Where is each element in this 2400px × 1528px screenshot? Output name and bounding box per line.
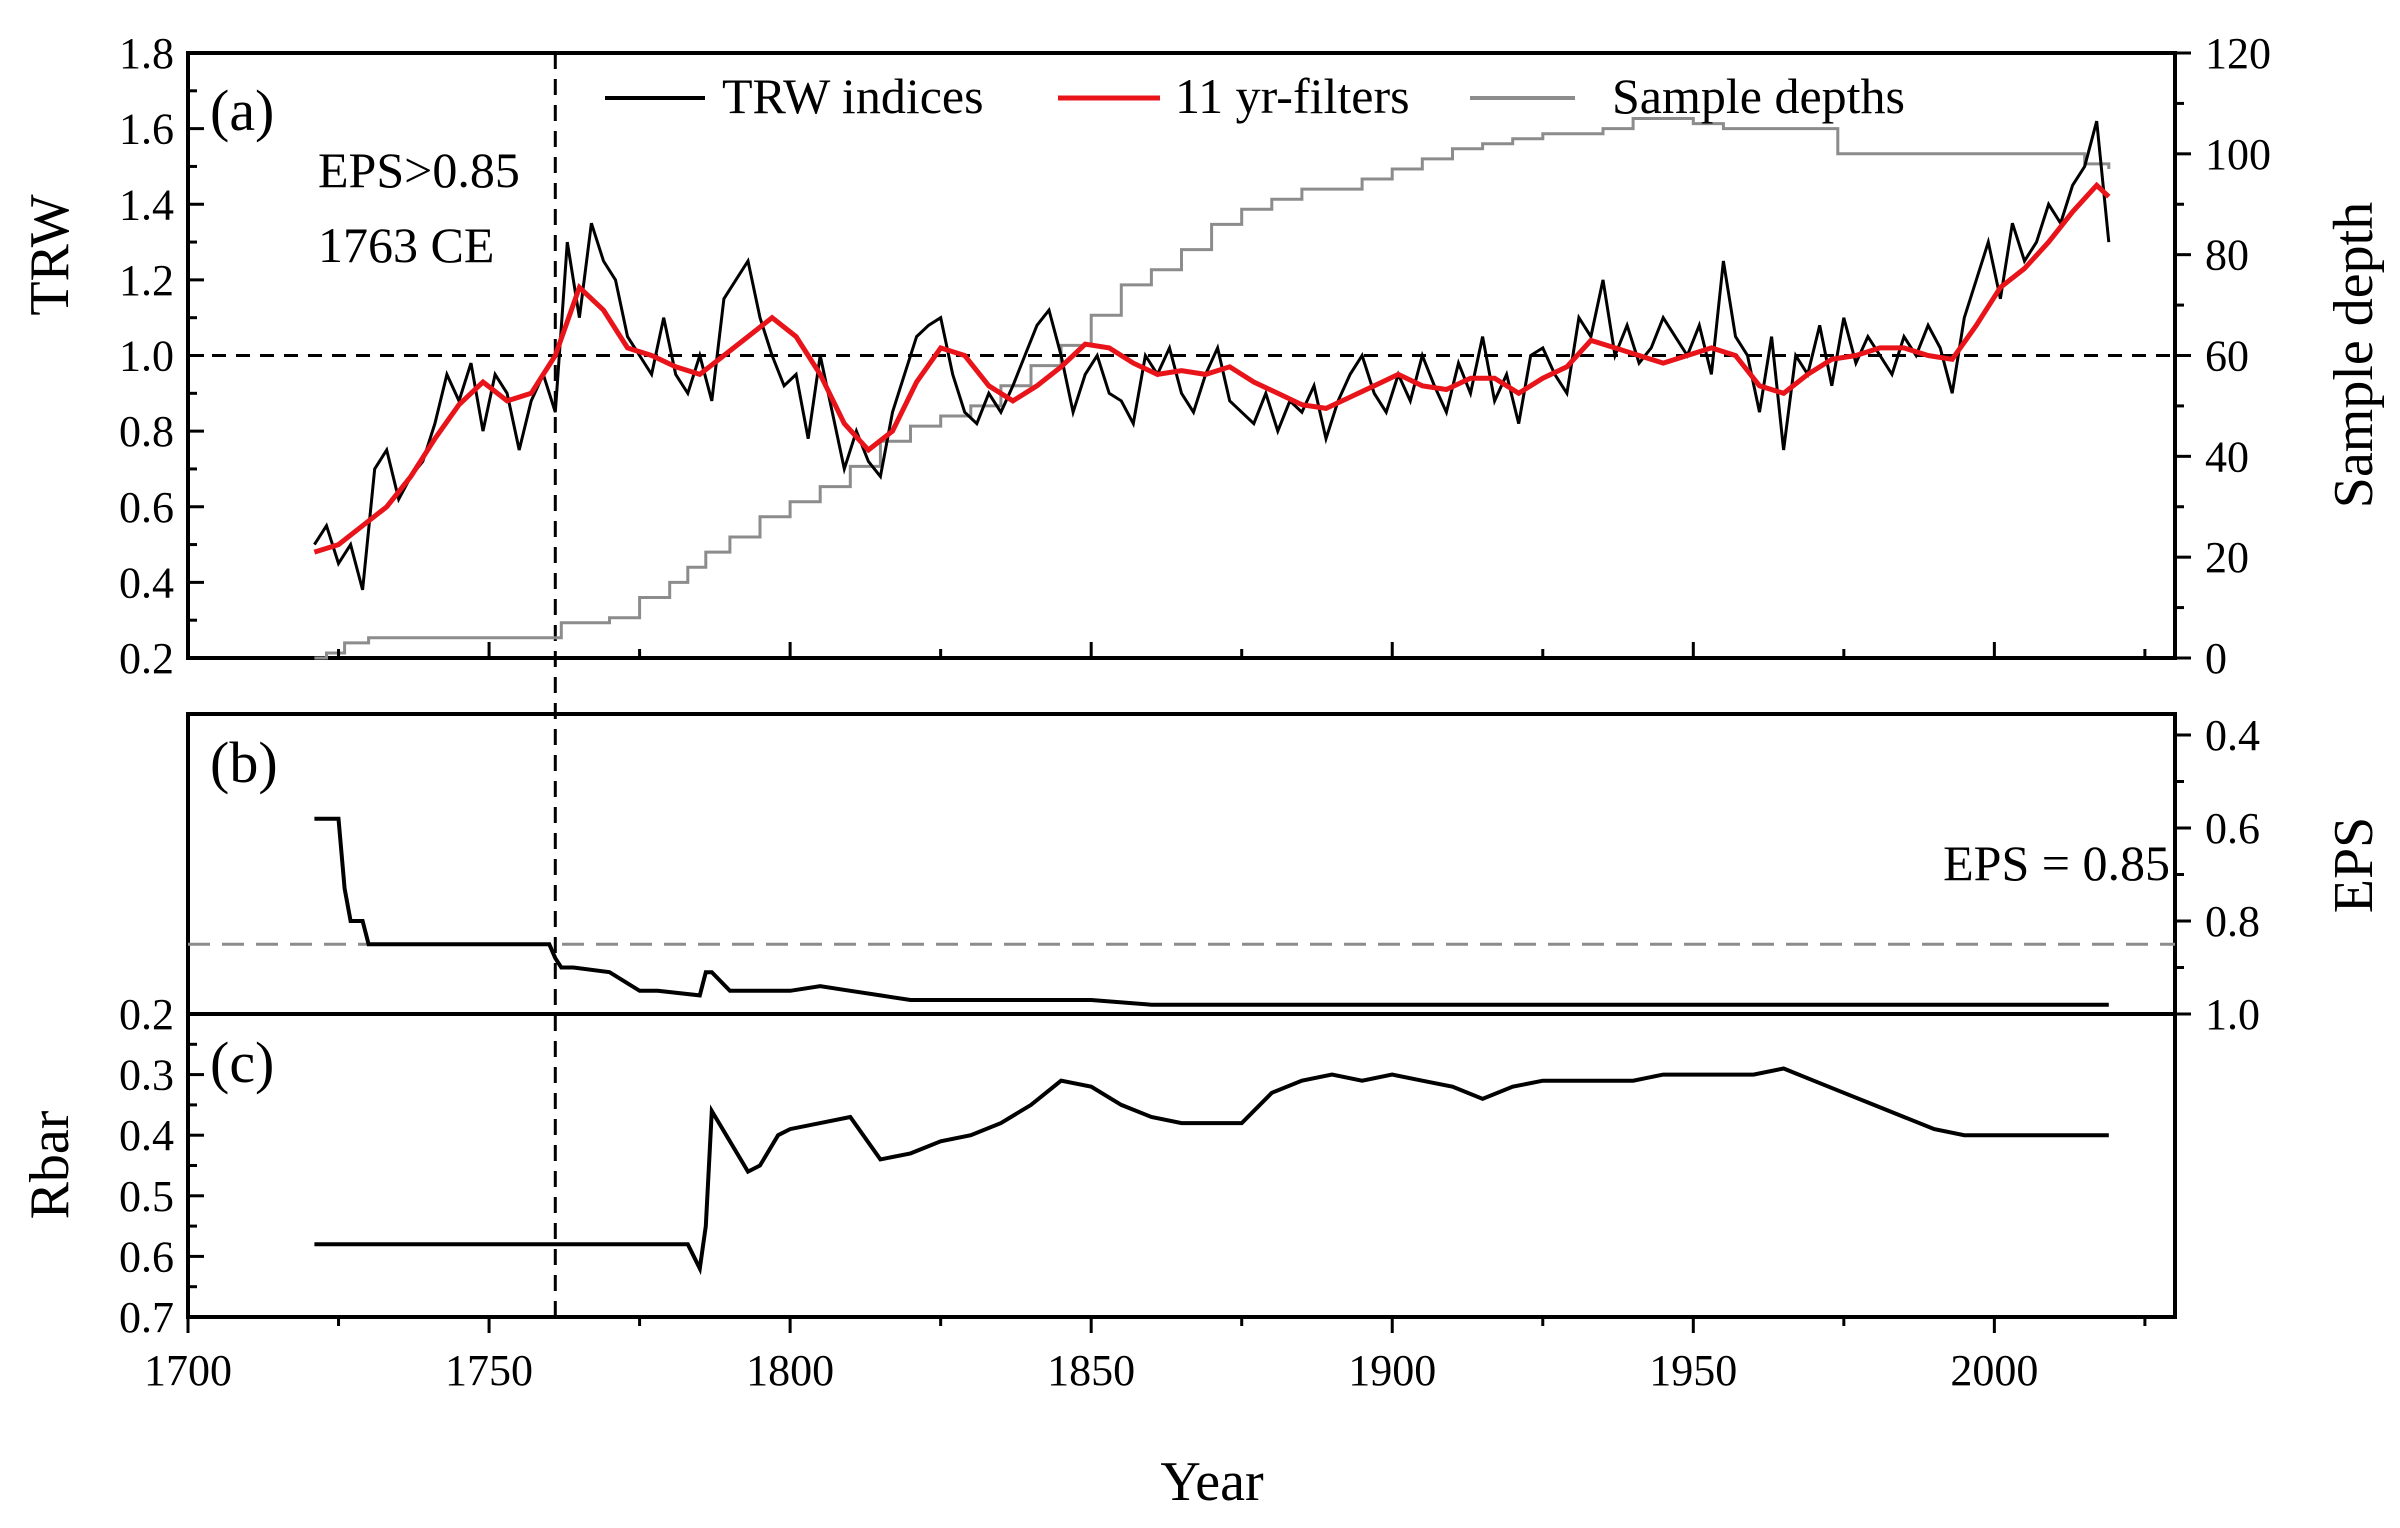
panel-b-frame bbox=[186, 712, 2177, 1016]
trw-tick-label: 1.2 bbox=[119, 256, 174, 305]
series-sample-depths bbox=[314, 117, 2111, 660]
eps-value-annotation: EPS = 0.85 bbox=[1943, 835, 2170, 891]
trw-tick-label: 1.6 bbox=[119, 105, 174, 154]
depth-tick-label: 40 bbox=[2205, 432, 2249, 481]
legend-label-depth: Sample depths bbox=[1612, 68, 1905, 124]
y-axis-title-eps: EPS bbox=[2323, 817, 2385, 914]
x-tick-label: 1700 bbox=[144, 1346, 232, 1395]
trw-tick-label: 1.0 bbox=[119, 332, 174, 381]
eps-tick-label: 0.4 bbox=[2205, 711, 2260, 760]
x-axis-title: Year bbox=[1160, 1451, 1264, 1513]
series-eps bbox=[314, 816, 2109, 1007]
x-tick-label: 2000 bbox=[1950, 1346, 2038, 1395]
trw-tick-label: 0.8 bbox=[119, 407, 174, 456]
x-tick-label: 1950 bbox=[1649, 1346, 1737, 1395]
depth-tick-label: 0 bbox=[2205, 634, 2227, 683]
trw-tick-label: 1.8 bbox=[119, 29, 174, 78]
y-axis-title-rbar: Rbar bbox=[19, 1110, 81, 1219]
rbar-tick-label: 0.4 bbox=[119, 1111, 174, 1160]
x-tick-label: 1850 bbox=[1047, 1346, 1135, 1395]
depth-tick-label: 60 bbox=[2205, 332, 2249, 381]
x-tick-label: 1900 bbox=[1348, 1346, 1436, 1395]
eps-threshold-annotation-line2: 1763 CE bbox=[318, 217, 494, 273]
panel-c-label: (c) bbox=[210, 1030, 274, 1095]
rbar-tick-label: 0.7 bbox=[119, 1293, 174, 1342]
eps-tick-label: 1.0 bbox=[2205, 990, 2260, 1039]
rbar-tick-label: 0.6 bbox=[119, 1232, 174, 1281]
eps-tick-label: 0.8 bbox=[2205, 897, 2260, 946]
trw-tick-label: 0.6 bbox=[119, 483, 174, 532]
panel-a-left-ticks: 0.2 0.4 0.6 0.8 1.0 1.2 1.4 1.6 1.8 bbox=[119, 29, 204, 683]
panel-c-left-ticks: 0.2 0.3 0.4 0.5 0.6 0.7 bbox=[119, 990, 204, 1342]
legend-label-trw: TRW indices bbox=[722, 68, 984, 124]
x-tick-label: 1750 bbox=[445, 1346, 533, 1395]
trw-tick-label: 0.2 bbox=[119, 634, 174, 683]
y-axis-title-sample-depth: Sample depth bbox=[2323, 202, 2385, 508]
eps-threshold-annotation-line1: EPS>0.85 bbox=[318, 142, 520, 198]
series-rbar bbox=[314, 1066, 2109, 1276]
panel-a-right-ticks: 0 20 40 60 80 100 120 bbox=[2175, 29, 2271, 683]
depth-tick-label: 100 bbox=[2205, 130, 2271, 179]
x-tick-label: 1800 bbox=[746, 1346, 834, 1395]
y-axis-title-trw: TRW bbox=[19, 194, 81, 315]
rbar-tick-label: 0.3 bbox=[119, 1051, 174, 1100]
legend: TRW indices 11 yr-filters Sample depths bbox=[605, 68, 1905, 124]
eps-tick-label: 0.6 bbox=[2205, 804, 2260, 853]
panel-a-label: (a) bbox=[210, 78, 274, 143]
series-trw-indices bbox=[313, 120, 2111, 591]
legend-label-filter: 11 yr-filters bbox=[1175, 68, 1410, 124]
depth-tick-label: 20 bbox=[2205, 533, 2249, 582]
panel-b-right-ticks: 0.4 0.6 0.8 1.0 bbox=[2175, 711, 2260, 1039]
rbar-tick-label: 0.5 bbox=[119, 1172, 174, 1221]
depth-tick-label: 80 bbox=[2205, 231, 2249, 280]
rbar-tick-label: 0.2 bbox=[119, 990, 174, 1039]
trw-tick-label: 0.4 bbox=[119, 558, 174, 607]
x-axis-ticks: 1700 1750 1800 1850 1900 1950 2000 bbox=[144, 642, 2147, 1395]
depth-tick-label: 120 bbox=[2205, 29, 2271, 78]
series-11yr-filter bbox=[313, 181, 2111, 555]
trw-tick-label: 1.4 bbox=[119, 180, 174, 229]
panel-b-label: (b) bbox=[210, 730, 278, 795]
panel-c-frame bbox=[186, 1012, 2177, 1319]
